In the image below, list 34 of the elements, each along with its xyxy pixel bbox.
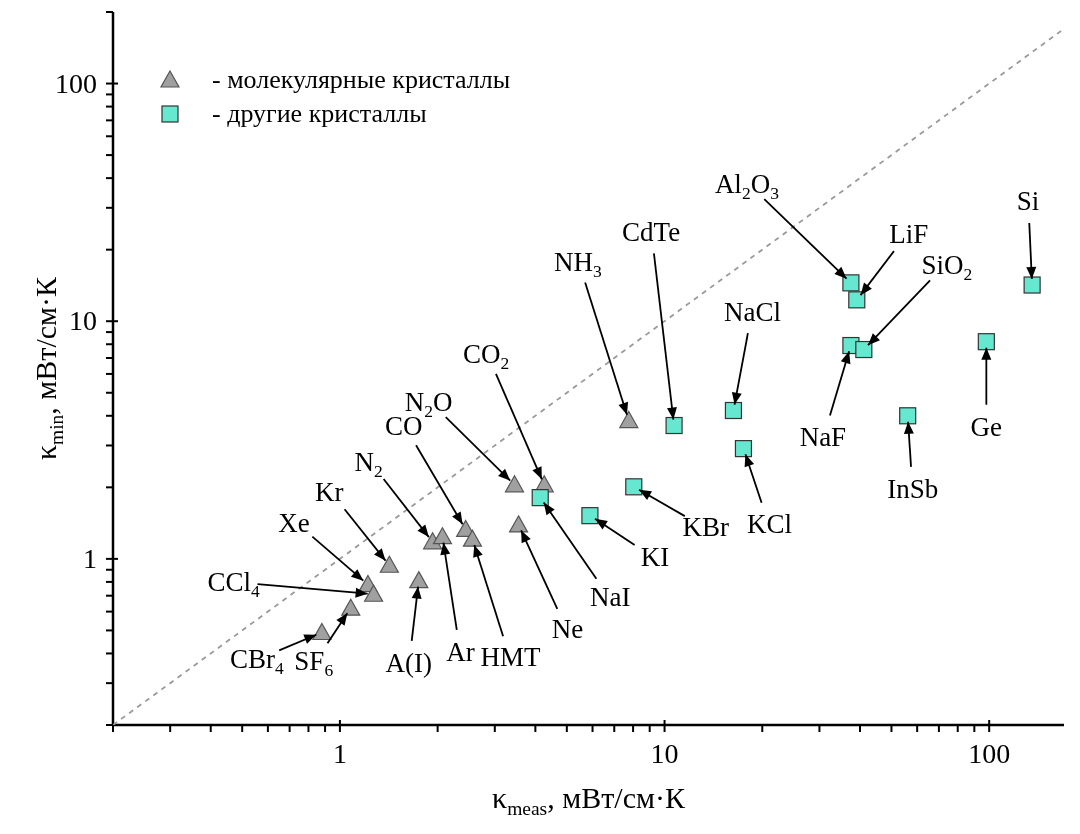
annotation: CBr$_{4}$ <box>230 643 285 678</box>
annotation: Si <box>1016 186 1040 217</box>
x-axis-title: κ$_{meas}$, мВт/см·К <box>492 781 686 819</box>
annotation: KCl <box>746 508 792 539</box>
annotation: CCl$_{4}$ <box>207 567 260 602</box>
annotation: InSb <box>887 473 939 504</box>
x-tick-label: 100 <box>968 738 1011 769</box>
annotation: NaCl <box>723 296 781 327</box>
annotation: Ge <box>970 411 1003 442</box>
annotation: NH$_{3}$ <box>553 246 602 281</box>
annotation: NaF <box>799 421 847 452</box>
annotation: NaI <box>589 581 631 612</box>
y-tick-label: 100 <box>55 67 97 99</box>
x-tick-label: 10 <box>650 738 679 769</box>
y-tick-label: 1 <box>83 542 97 574</box>
annotation: Ar <box>446 636 475 667</box>
annotation: Xe <box>278 507 310 538</box>
annotation: SF$_{6}$ <box>294 646 334 681</box>
annotation: HMT <box>480 642 541 673</box>
legend-label: - молекулярные кристаллы <box>212 65 511 95</box>
annotation: A(I) <box>385 647 433 678</box>
annotation: Al$_{2}$O$_{3}$ <box>714 168 780 204</box>
annotation: Kr <box>315 477 344 508</box>
annotation: KI <box>640 541 670 572</box>
annotation: SiO$_{2}$ <box>921 249 973 284</box>
annotation: LiF <box>889 218 929 249</box>
x-tick-label: 1 <box>332 738 347 769</box>
annotation: KBr <box>682 511 730 542</box>
legend-label: - другие кристаллы <box>212 99 427 129</box>
annotation: CO$_{2}$ <box>463 338 510 374</box>
annotation: CdTe <box>622 216 681 247</box>
annotation: Ne <box>551 613 584 644</box>
annotation: N$_{2}$ <box>354 446 383 482</box>
y-tick-label: 10 <box>69 305 97 337</box>
